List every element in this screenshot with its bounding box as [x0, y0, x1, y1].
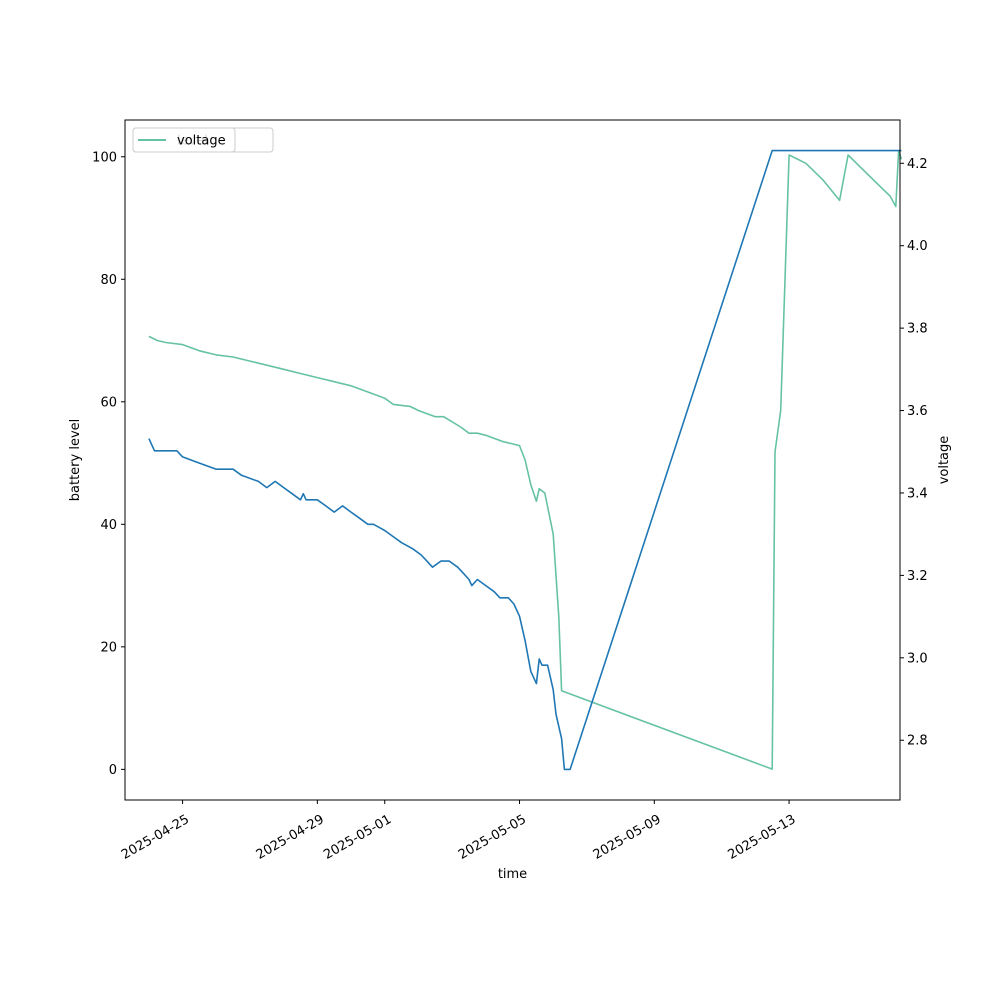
right-y-tick-label: 4.2: [907, 157, 928, 172]
left-y-axis-label: battery level: [68, 419, 83, 502]
right-y-tick-label: 2.8: [907, 734, 928, 749]
left-y-tick-label: 100: [92, 150, 117, 165]
x-axis-label: time: [498, 867, 527, 882]
left-y-tick-label: 80: [100, 273, 117, 288]
right-y-tick-label: 3.8: [907, 322, 928, 337]
x-tick-label: 2025-05-09: [591, 812, 664, 863]
legend-voltage-label: voltage: [177, 134, 226, 149]
right-y-tick-label: 3.6: [907, 404, 928, 419]
series-line-voltage: [148, 150, 903, 770]
series-line-level: [148, 149, 902, 771]
right-y-tick-label: 3.0: [907, 651, 928, 666]
legend-voltage: voltage: [132, 127, 236, 153]
right-y-tick-label: 3.4: [907, 486, 928, 501]
plot-frame: [124, 119, 901, 801]
x-tick-label: 2025-05-05: [456, 812, 529, 863]
right-y-tick-label: 4.0: [907, 239, 928, 254]
right-y-tick-label: 3.2: [907, 569, 928, 584]
x-tick-label: 2025-04-25: [119, 812, 192, 863]
right-y-axis-label: voltage: [937, 436, 952, 485]
x-tick-label: 2025-05-01: [321, 812, 394, 863]
series-lines: [148, 149, 903, 771]
left-y-tick-label: 20: [100, 640, 117, 655]
left-y-tick-label: 60: [100, 395, 117, 410]
x-tick-label: 2025-05-13: [726, 812, 799, 863]
left-y-tick-label: 0: [109, 763, 117, 778]
left-y-tick-label: 40: [100, 518, 117, 533]
x-tick-label: 2025-04-29: [254, 812, 327, 863]
